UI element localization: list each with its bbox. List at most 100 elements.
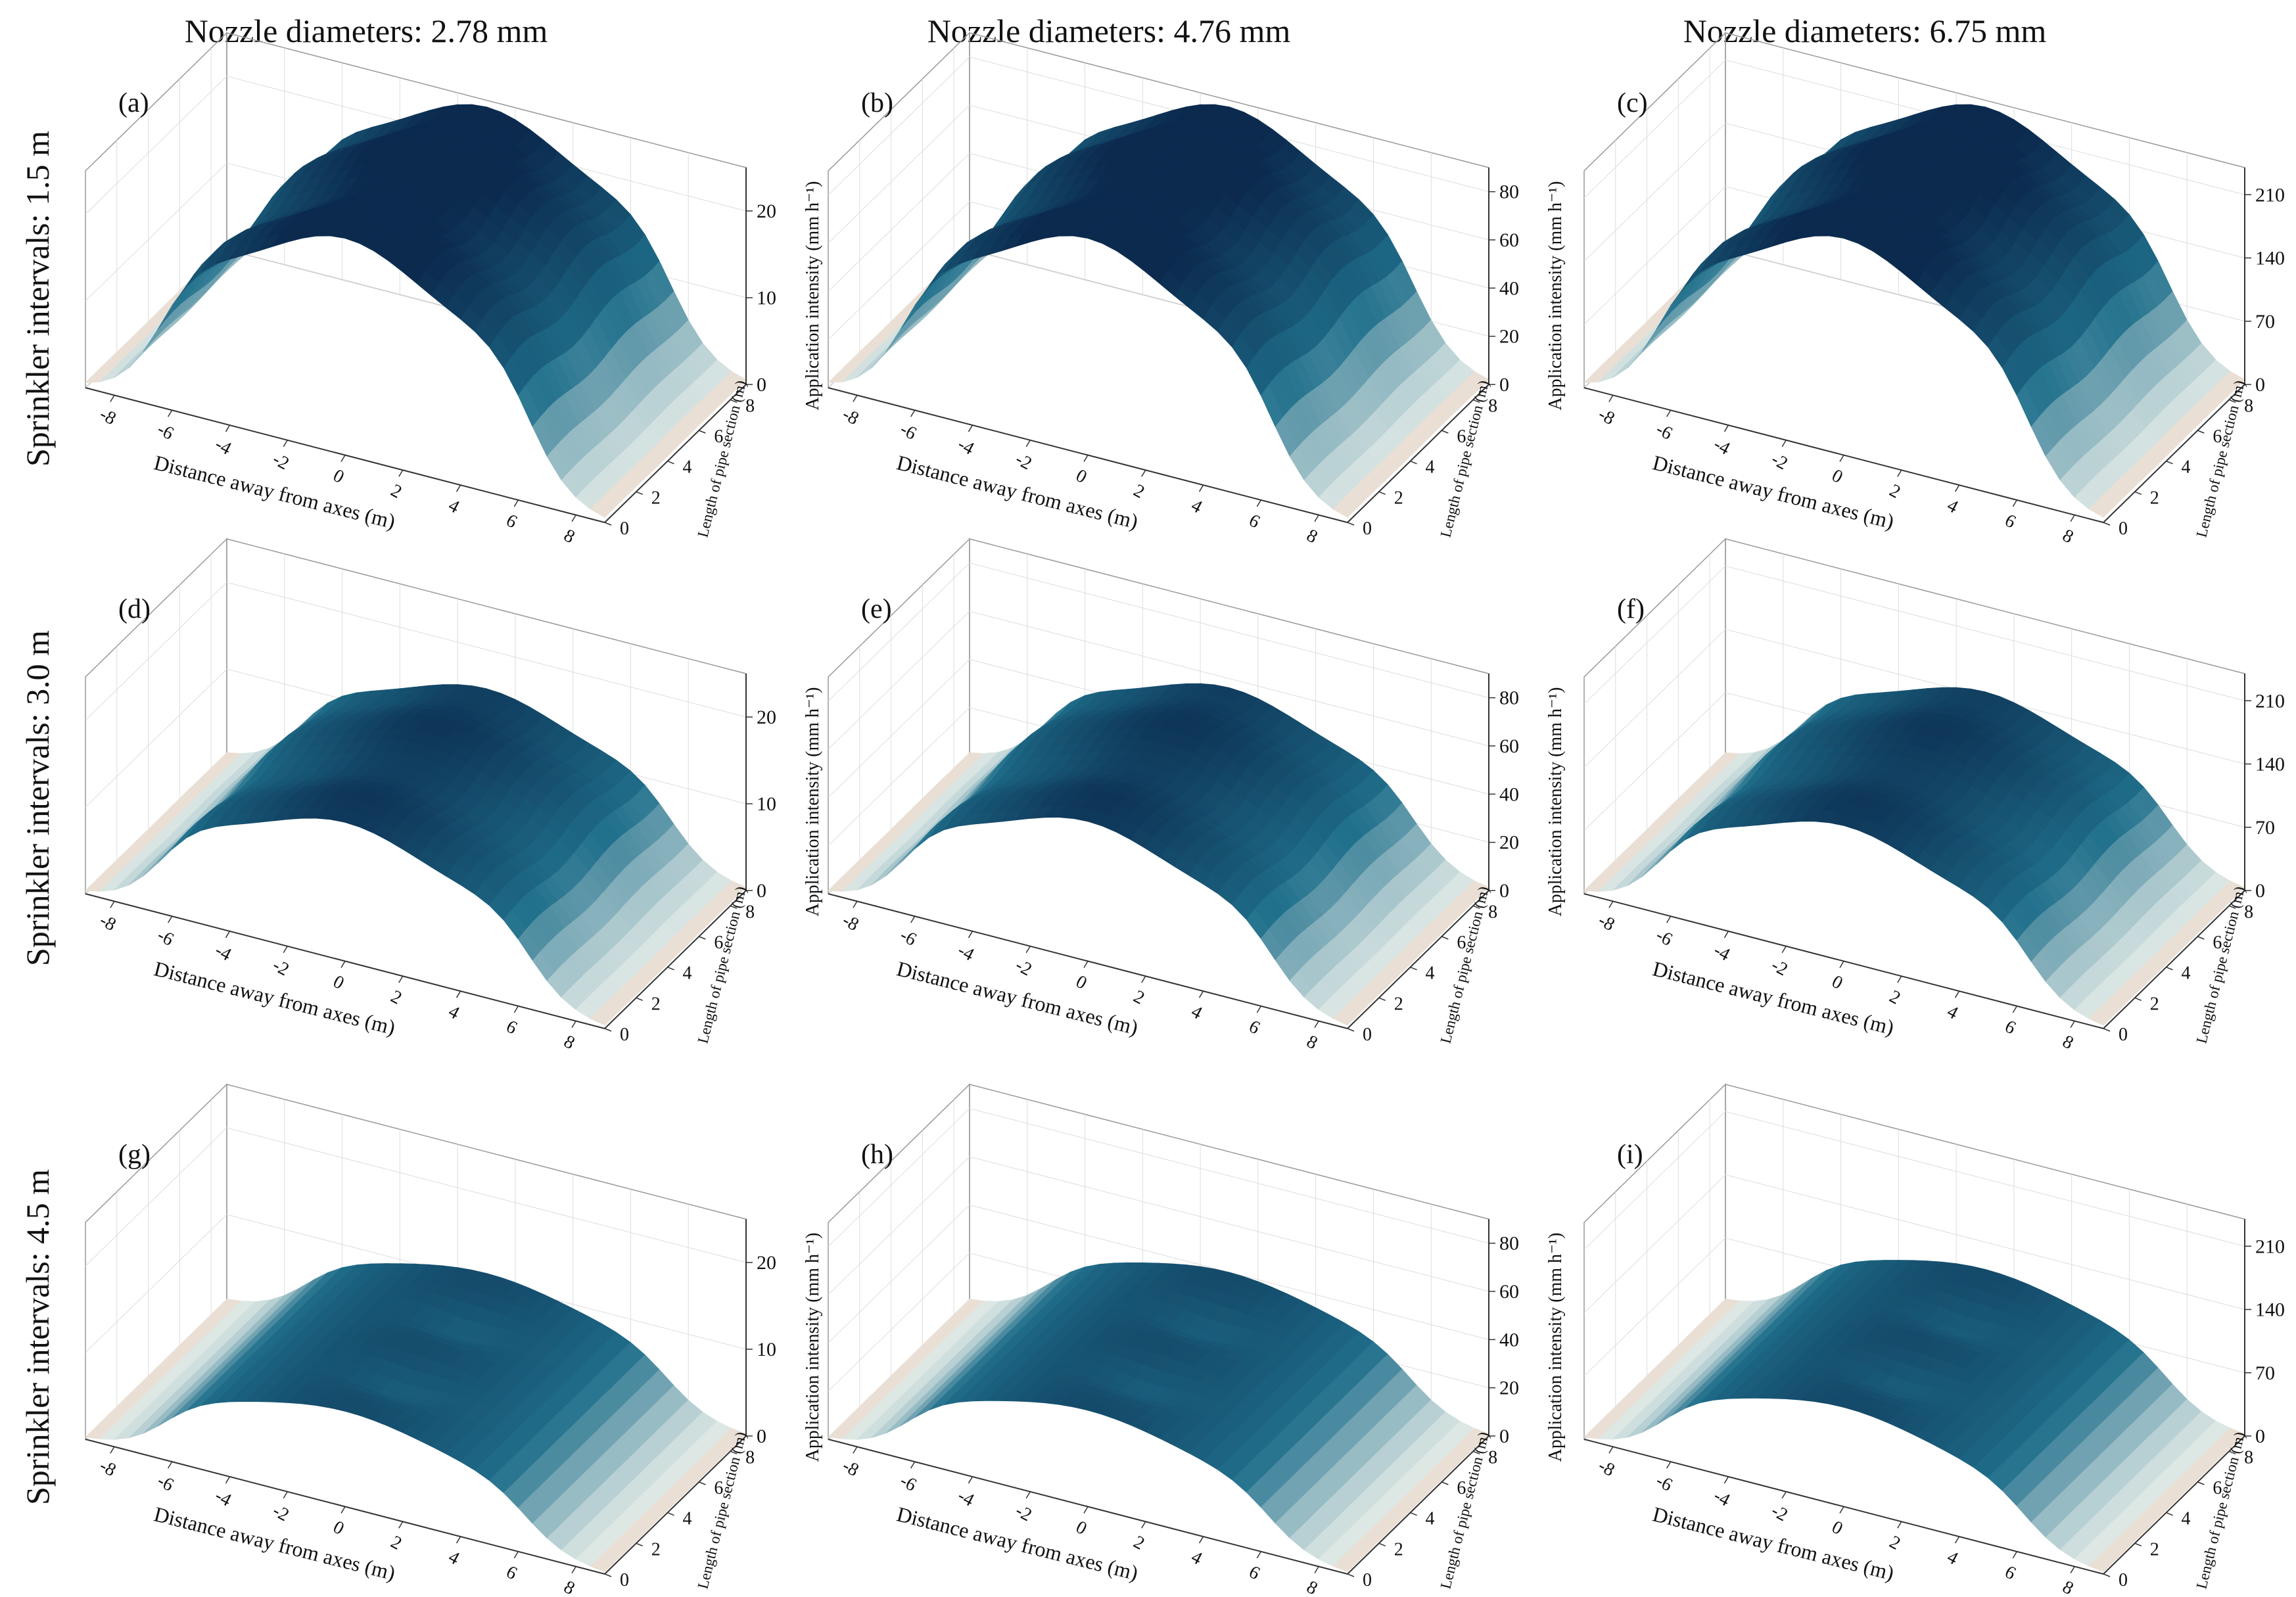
x-tick-label: -2 bbox=[269, 1500, 293, 1525]
y-tick-label: 8 bbox=[745, 396, 755, 416]
y-tick-label: 4 bbox=[2182, 1509, 2191, 1529]
panel-label: (f) bbox=[1617, 594, 1645, 624]
x-tick-label: 2 bbox=[387, 986, 405, 1009]
z-tick-label: 0 bbox=[1499, 374, 1509, 396]
y-tick-label: 2 bbox=[651, 488, 661, 508]
surface bbox=[85, 104, 746, 517]
x-tick-label: -4 bbox=[212, 940, 235, 965]
x-tick-label: 8 bbox=[561, 1577, 578, 1597]
x-tick-label: -8 bbox=[96, 910, 119, 935]
z-tick-label: 140 bbox=[2255, 248, 2285, 269]
x-tick-label: -6 bbox=[154, 1471, 177, 1496]
x-tick-label: 6 bbox=[1246, 1016, 1263, 1038]
x-tick-label: -8 bbox=[1595, 404, 1618, 429]
x-tick-label: -4 bbox=[1710, 1485, 1733, 1510]
y-tick-label: 0 bbox=[1363, 1025, 1372, 1045]
x-tick-label: 0 bbox=[330, 465, 348, 488]
row-title-1: Sprinkler intervals: 1.5 m bbox=[18, 131, 57, 467]
y-tick-label: 0 bbox=[620, 1025, 629, 1045]
x-tick-label: 2 bbox=[1130, 480, 1148, 503]
y-tick-label: 2 bbox=[2150, 1539, 2159, 1560]
z-tick-label: 0 bbox=[757, 880, 766, 902]
z-tick-label: 0 bbox=[2255, 880, 2265, 902]
x-tick-label: 4 bbox=[1188, 1002, 1206, 1024]
x-tick-label: 0 bbox=[1073, 971, 1090, 994]
z-tick-label: 20 bbox=[757, 200, 776, 222]
x-tick-label: -4 bbox=[1710, 940, 1733, 965]
x-tick-label: -2 bbox=[1768, 449, 1791, 474]
x-tick-label: 0 bbox=[1073, 1517, 1090, 1539]
x-tick-label: 8 bbox=[561, 1031, 578, 1053]
x-tick-label: -8 bbox=[1595, 1456, 1618, 1481]
x-tick-label: -8 bbox=[839, 404, 862, 429]
row-title-2: Sprinkler intervals: 3.0 m bbox=[18, 630, 57, 966]
x-tick-label: -2 bbox=[269, 449, 293, 474]
z-tick-label: 70 bbox=[2255, 311, 2275, 333]
z-tick-label: 20 bbox=[1499, 1377, 1519, 1399]
z-axis-label: Application intensity (mm h⁻¹) bbox=[1545, 1232, 1566, 1462]
column-title-3: Nozzle diameters: 6.75 mm bbox=[1569, 12, 2161, 50]
x-tick-label: 8 bbox=[1303, 525, 1321, 547]
y-tick-label: 2 bbox=[2150, 994, 2159, 1014]
x-tick-label: 0 bbox=[1829, 465, 1846, 488]
x-tick-label: 2 bbox=[387, 480, 405, 503]
x-tick-label: -6 bbox=[154, 419, 177, 444]
y-tick-label: 2 bbox=[1394, 488, 1403, 508]
surface bbox=[828, 104, 1489, 517]
x-tick-label: -8 bbox=[96, 1456, 119, 1481]
x-tick-label: 6 bbox=[2002, 510, 2019, 532]
y-tick-label: 0 bbox=[2119, 519, 2128, 539]
y-tick-label: 4 bbox=[683, 457, 692, 478]
x-tick-label: -6 bbox=[154, 925, 177, 950]
x-tick-label: 0 bbox=[1073, 465, 1090, 488]
z-tick-label: 10 bbox=[757, 287, 776, 309]
y-tick-label: 8 bbox=[2244, 902, 2253, 922]
y-tick-label: 8 bbox=[2244, 396, 2253, 416]
z-tick-label: 20 bbox=[1499, 326, 1519, 348]
x-tick-label: -2 bbox=[1768, 955, 1791, 980]
panel-label: (g) bbox=[118, 1140, 151, 1170]
y-tick-label: 0 bbox=[1363, 1570, 1372, 1590]
x-tick-label: -8 bbox=[839, 910, 862, 935]
z-tick-label: 140 bbox=[2255, 1299, 2285, 1321]
panel-label: (i) bbox=[1617, 1140, 1643, 1170]
x-tick-label: 6 bbox=[503, 1016, 521, 1038]
x-tick-label: 4 bbox=[1944, 1002, 1961, 1024]
x-tick-label: -2 bbox=[1012, 1500, 1035, 1525]
x-tick-label: -2 bbox=[1012, 955, 1035, 980]
x-tick-label: 0 bbox=[330, 1517, 348, 1539]
x-tick-label: -6 bbox=[897, 419, 920, 444]
surface bbox=[1584, 104, 2245, 517]
y-tick-label: 4 bbox=[2182, 963, 2191, 984]
x-tick-label: 6 bbox=[2002, 1562, 2019, 1584]
z-tick-label: 210 bbox=[2255, 1236, 2285, 1257]
z-tick-label: 0 bbox=[2255, 374, 2265, 396]
z-tick-label: 0 bbox=[1499, 880, 1509, 902]
x-tick-label: -2 bbox=[1768, 1500, 1791, 1525]
z-tick-label: 40 bbox=[1499, 1329, 1519, 1351]
x-tick-label: 2 bbox=[387, 1532, 405, 1554]
x-tick-label: 0 bbox=[1829, 1517, 1846, 1539]
y-tick-label: 8 bbox=[2244, 1447, 2253, 1468]
y-tick-label: 4 bbox=[1426, 963, 1435, 984]
panel-label: (c) bbox=[1617, 88, 1648, 118]
x-tick-label: 2 bbox=[1886, 480, 1904, 503]
x-tick-label: -8 bbox=[839, 1456, 862, 1481]
x-tick-label: -4 bbox=[954, 434, 977, 459]
y-tick-label: 2 bbox=[1394, 994, 1403, 1014]
z-tick-label: 60 bbox=[1499, 1281, 1519, 1303]
panel-label: (e) bbox=[861, 594, 892, 624]
z-tick-label: 80 bbox=[1499, 1233, 1519, 1255]
panel-label: (b) bbox=[861, 88, 893, 118]
y-tick-label: 8 bbox=[1488, 396, 1497, 416]
y-tick-label: 8 bbox=[1488, 902, 1497, 922]
z-tick-label: 0 bbox=[757, 374, 766, 396]
y-tick-label: 4 bbox=[1426, 1509, 1435, 1529]
x-tick-label: 2 bbox=[1886, 986, 1904, 1009]
x-tick-label: -8 bbox=[96, 404, 119, 429]
x-tick-label: 4 bbox=[445, 496, 463, 518]
